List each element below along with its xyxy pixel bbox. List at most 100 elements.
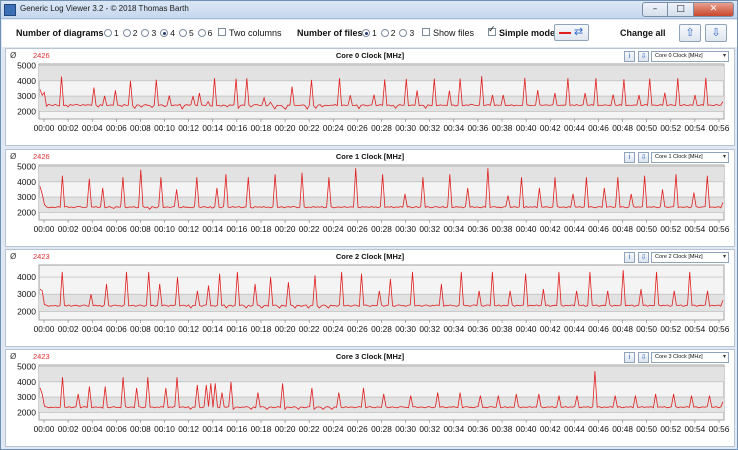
grid-band [39,197,724,213]
series-select[interactable]: Core 0 Clock [MHz] ▾ [651,51,729,62]
x-tick-label: 00:06 [106,324,127,334]
x-tick-label: 00:08 [130,123,151,133]
diagram-radio-2[interactable] [122,29,131,37]
show-files-checkbox[interactable] [422,28,430,36]
plot-area [38,264,725,321]
x-tick-label: 00:24 [323,424,344,434]
diagram-title: Core 3 Clock [MHz] [335,352,405,361]
file-radio-2[interactable] [380,29,389,37]
x-tick-label: 00:34 [443,324,464,334]
diagram-title: Core 2 Clock [MHz] [335,252,405,261]
x-tick-label: 00:32 [419,424,440,434]
series-select[interactable]: Core 1 Clock [MHz] ▾ [651,152,729,163]
x-tick-label: 00:02 [58,123,79,133]
x-tick-label: 00:42 [540,424,561,434]
arrow-down-icon[interactable]: ⇩ [638,152,649,163]
y-tick-label: 3000 [17,91,36,101]
series-select[interactable]: Core 3 Clock [MHz] ▾ [651,352,729,363]
simple-mode-checkbox[interactable] [488,25,496,36]
info-icon[interactable]: i [624,252,635,263]
x-tick-label: 00:10 [154,224,175,234]
y-tick-label: 3000 [17,289,36,299]
swap-icon: ⇄ [574,25,584,38]
close-icon[interactable]: ✕ [694,2,734,17]
diagram-radio-3[interactable] [141,29,150,37]
x-tick-label: 00:42 [540,123,561,133]
diagram-radio-6[interactable] [197,29,206,37]
arrow-down-icon[interactable]: ⇩ [638,51,649,62]
current-value: 2423 [33,252,50,261]
y-tick-label: 3000 [17,392,36,402]
x-tick-label: 00:40 [516,424,537,434]
y-tick-label: 4000 [17,76,36,86]
x-tick-label: 00:26 [347,123,368,133]
window-title: Generic Log Viewer 3.2 - © 2018 Thomas B… [20,4,189,13]
y-tick-label: 2000 [17,207,36,217]
diagram-panel-3: Ø 2423 Core 3 Clock [MHz] i ⇩ Core 3 Clock [M… [5,349,735,447]
x-tick-label: 00:42 [540,324,561,334]
arrow-down-icon[interactable]: ⇩ [705,24,727,42]
minimize-icon[interactable]: – [642,2,668,17]
x-tick-label: 00:56 [709,424,730,434]
two-columns-checkbox[interactable] [218,28,226,36]
x-tick-label: 00:02 [58,424,79,434]
diagram-radio-1[interactable] [104,29,112,37]
dropdown-arrow-icon: ▾ [722,153,726,160]
line-chart: 2000 3000 4000 5000 00:00 00:02 00:04 00:06 00:0… [17,61,730,133]
file-radio-3[interactable] [399,29,408,37]
arrow-up-icon[interactable]: ⇧ [679,24,701,42]
x-tick-label: 00:48 [612,224,633,234]
y-tick-label: 2000 [17,306,36,316]
arrow-down-icon[interactable]: ⇩ [638,352,649,363]
x-tick-label: 00:36 [468,224,489,234]
info-icon[interactable]: i [624,152,635,163]
info-icon[interactable]: i [624,352,635,363]
average-symbol: Ø [10,51,17,60]
dropdown-arrow-icon: ▾ [722,353,726,360]
diagram-option-4: 4 [170,28,175,38]
x-tick-label: 00:40 [516,224,537,234]
y-tick-label: 4000 [17,377,36,387]
x-tick-label: 00:18 [251,424,272,434]
diagram-title: Core 1 Clock [MHz] [335,152,405,161]
current-value: 2423 [33,352,50,361]
diagram-radio-4[interactable] [160,29,169,37]
x-tick-label: 00:50 [636,424,657,434]
x-tick-label: 00:50 [636,123,657,133]
x-tick-label: 00:08 [130,324,151,334]
x-tick-label: 00:22 [299,123,320,133]
info-icon[interactable]: i [624,51,635,62]
x-tick-label: 00:22 [299,324,320,334]
x-tick-label: 00:20 [275,424,296,434]
x-tick-label: 00:36 [468,424,489,434]
series-select[interactable]: Core 2 Clock [MHz] ▾ [651,252,729,263]
x-tick-label: 00:24 [323,224,344,234]
dropdown-arrow-icon: ▾ [722,253,726,260]
diagram-option-5: 5 [188,28,194,38]
x-tick-label: 00:12 [178,224,199,234]
x-tick-label: 00:06 [106,424,127,434]
num-diagrams-label: Number of diagrams [16,28,104,38]
x-tick-label: 00:00 [34,324,55,334]
x-tick-label: 00:04 [82,123,103,133]
line-style-button[interactable]: ⇄ [554,24,589,41]
x-tick-label: 00:16 [226,324,247,334]
y-tick-label: 5000 [17,162,36,172]
average-symbol: Ø [10,352,17,361]
x-tick-label: 00:22 [299,224,320,234]
title-bar[interactable]: Generic Log Viewer 3.2 - © 2018 Thomas B… [1,1,737,19]
x-tick-label: 00:00 [34,224,55,234]
arrow-down-icon[interactable]: ⇩ [638,252,649,263]
diagram-option-3: 3 [151,28,157,38]
x-tick-label: 00:50 [636,224,657,234]
diagram-radio-5[interactable] [178,29,187,37]
x-tick-label: 00:12 [178,424,199,434]
maximize-icon[interactable]: □ [668,2,694,17]
x-tick-label: 00:28 [371,424,392,434]
x-tick-label: 00:14 [202,324,223,334]
file-count-group: 1 2 3 [358,28,414,38]
diagram-option-2: 2 [132,28,138,38]
file-radio-1[interactable] [362,29,370,37]
